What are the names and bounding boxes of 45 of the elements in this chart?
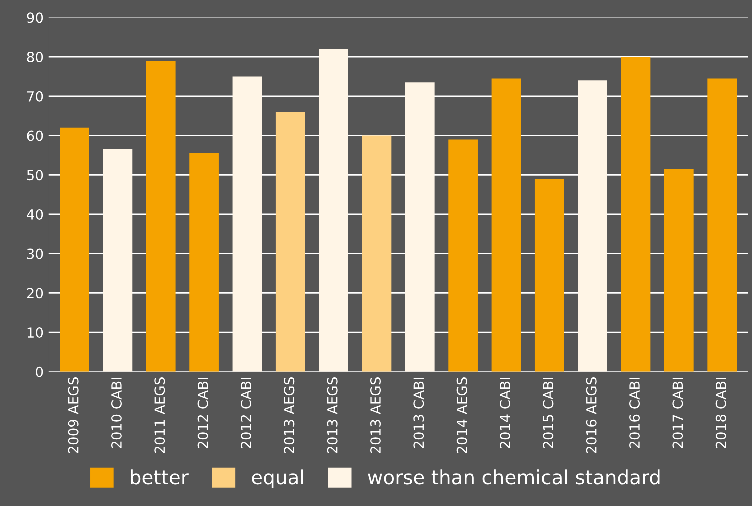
x-tick-label: 2012 CABI: [198, 378, 208, 448]
bar: [146, 61, 176, 372]
y-tick-label: 40: [27, 209, 44, 220]
x-tick-label: 2013 AEGS: [370, 378, 382, 454]
bar: [60, 128, 90, 372]
y-tick-label: 20: [27, 288, 44, 299]
y-tick-label: 30: [27, 248, 44, 260]
y-tick-label: 80: [27, 52, 44, 63]
bar: [362, 136, 392, 372]
x-tick-label: 2013 AEGS: [327, 378, 338, 454]
bar: [190, 153, 219, 372]
bar: [405, 82, 435, 372]
bar: [578, 80, 608, 372]
legend-label: better: [131, 470, 189, 485]
x-tick-label: 2016 CABI: [630, 378, 640, 448]
y-tick-label: 90: [27, 12, 44, 24]
bar: [534, 179, 564, 372]
x-tick-label: 2010 CABI: [111, 378, 122, 448]
bar: [708, 78, 738, 372]
y-tick-label: 60: [27, 130, 44, 142]
x-tick-label: 2012 CABI: [240, 378, 252, 448]
bar: [319, 49, 348, 372]
x-tick-label: 2013 AEGS: [284, 378, 295, 454]
x-tick-label: 2014 CABI: [500, 378, 511, 448]
x-tick-label: 2017 CABI: [672, 378, 684, 448]
x-tick-label: 2016 AEGS: [586, 378, 597, 454]
y-tick-label: 0: [36, 366, 44, 378]
y-tick-label: 50: [27, 170, 44, 181]
x-tick-label: 2013 CABI: [414, 378, 424, 448]
bar: [448, 140, 478, 372]
x-tick-label: 2009 AEGS: [68, 378, 79, 454]
x-tick-label: 2014 AEGS: [456, 378, 468, 454]
bar: [232, 76, 262, 372]
legend-label: worse than chemical standard: [368, 470, 660, 485]
bar: [492, 78, 522, 372]
bar: [621, 57, 651, 372]
bar: [103, 150, 133, 372]
x-tick-label: 2011 AEGS: [154, 378, 166, 454]
y-tick-label: 70: [27, 91, 44, 102]
x-tick-label: 2015 CABI: [543, 378, 554, 448]
legend-label: equal: [252, 470, 304, 488]
bar: [276, 112, 306, 372]
bar: [664, 169, 694, 372]
x-tick-label: 2018 CABI: [716, 378, 726, 448]
y-tick-label: 10: [28, 328, 44, 338]
